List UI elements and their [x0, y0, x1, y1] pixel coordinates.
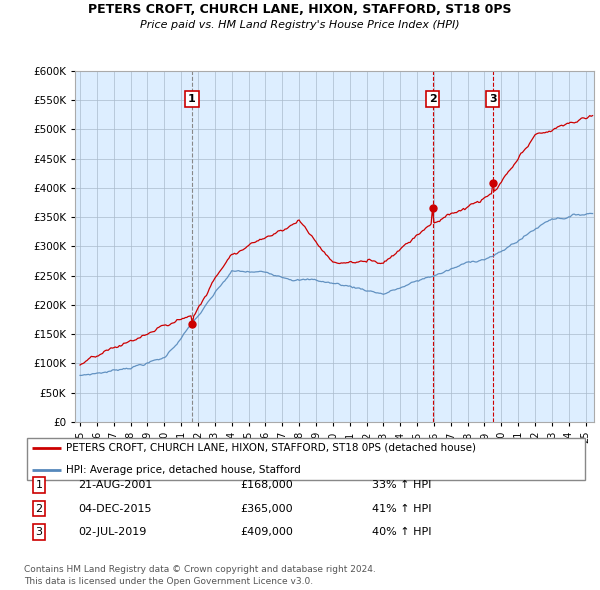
Text: 3: 3 — [489, 94, 497, 104]
Text: PETERS CROFT, CHURCH LANE, HIXON, STAFFORD, ST18 0PS (detached house): PETERS CROFT, CHURCH LANE, HIXON, STAFFO… — [66, 442, 476, 453]
Text: £168,000: £168,000 — [240, 480, 293, 490]
Text: This data is licensed under the Open Government Licence v3.0.: This data is licensed under the Open Gov… — [24, 577, 313, 586]
Text: 1: 1 — [188, 94, 196, 104]
Text: 21-AUG-2001: 21-AUG-2001 — [78, 480, 152, 490]
Text: 41% ↑ HPI: 41% ↑ HPI — [372, 504, 431, 513]
Text: HPI: Average price, detached house, Stafford: HPI: Average price, detached house, Staf… — [66, 465, 301, 475]
Text: Contains HM Land Registry data © Crown copyright and database right 2024.: Contains HM Land Registry data © Crown c… — [24, 565, 376, 574]
Text: 3: 3 — [35, 527, 43, 537]
Text: Price paid vs. HM Land Registry's House Price Index (HPI): Price paid vs. HM Land Registry's House … — [140, 20, 460, 30]
Text: 2: 2 — [35, 504, 43, 513]
Text: £365,000: £365,000 — [240, 504, 293, 513]
Text: PETERS CROFT, CHURCH LANE, HIXON, STAFFORD, ST18 0PS: PETERS CROFT, CHURCH LANE, HIXON, STAFFO… — [88, 3, 512, 16]
FancyBboxPatch shape — [27, 438, 585, 480]
Text: 40% ↑ HPI: 40% ↑ HPI — [372, 527, 431, 537]
Text: 2: 2 — [428, 94, 436, 104]
Text: 04-DEC-2015: 04-DEC-2015 — [78, 504, 151, 513]
Text: 33% ↑ HPI: 33% ↑ HPI — [372, 480, 431, 490]
Text: 1: 1 — [35, 480, 43, 490]
Text: £409,000: £409,000 — [240, 527, 293, 537]
Text: 02-JUL-2019: 02-JUL-2019 — [78, 527, 146, 537]
